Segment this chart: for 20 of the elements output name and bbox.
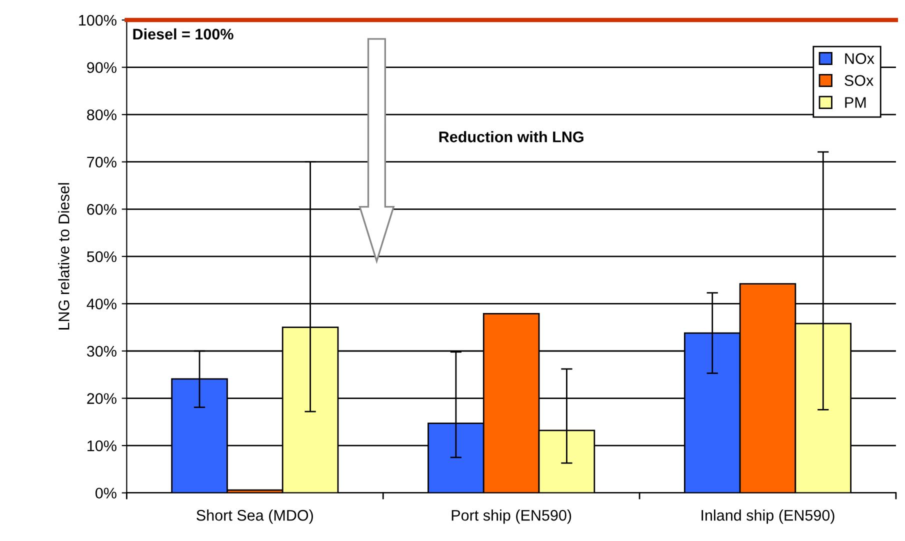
legend-label: SOx: [844, 75, 874, 86]
y-axis-title: LNG relative to Diesel: [58, 183, 70, 330]
y-tick-label: 80%: [87, 109, 116, 120]
y-tick-label: 100%: [79, 14, 116, 26]
y-tick-label: 50%: [87, 251, 116, 262]
legend-label: NOx: [845, 53, 874, 64]
annotation: Reduction with LNG: [439, 131, 584, 142]
y-tick-label: 60%: [87, 204, 116, 215]
y-tick-label: 10%: [88, 440, 116, 452]
y-tick-label: 20%: [87, 393, 116, 404]
ref-line-label: Diesel = 100%: [133, 28, 234, 40]
y-tick-label: 40%: [86, 298, 116, 310]
y-tick-label: 70%: [87, 156, 116, 168]
y-tick-label: 30%: [86, 346, 116, 357]
x-tick-label: Inland ship (EN590): [702, 510, 834, 524]
legend-label: PM: [845, 97, 866, 108]
y-tick-label: 90%: [87, 62, 116, 73]
x-tick-label: Port ship (EN590): [452, 510, 572, 524]
y-tick-label: 0%: [95, 488, 116, 499]
x-tick-label: Short Sea (MDO): [196, 510, 313, 524]
